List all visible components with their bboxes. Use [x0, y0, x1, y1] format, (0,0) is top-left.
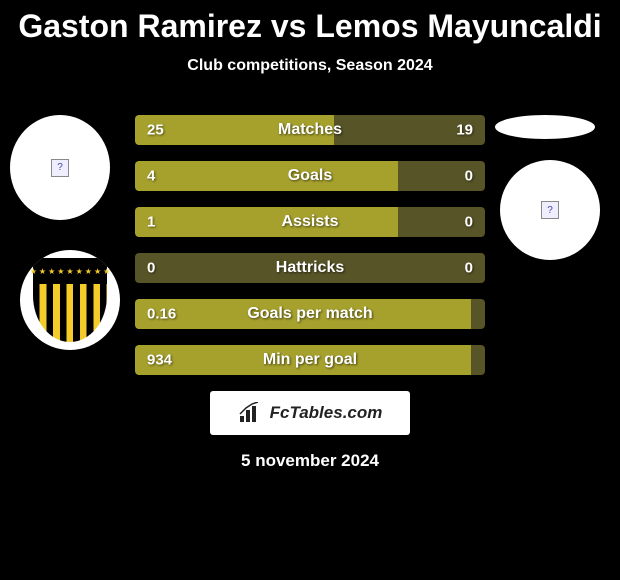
stat-row: 0.16 Goals per match	[135, 299, 485, 329]
date-text: 5 november 2024	[0, 451, 620, 471]
subtitle: Club competitions, Season 2024	[0, 57, 620, 75]
page-title: Gaston Ramirez vs Lemos Mayuncaldi	[0, 0, 620, 45]
stat-label: Goals	[288, 167, 332, 185]
stat-value-right: 19	[456, 122, 473, 139]
stat-value-left: 1	[147, 214, 155, 231]
stat-label: Assists	[282, 213, 339, 231]
stat-label: Hattricks	[276, 259, 344, 277]
club-badge-left: ★★★ ★★★ ★★★	[20, 250, 120, 350]
stat-value-right: 0	[465, 214, 473, 231]
stat-label: Min per goal	[263, 351, 357, 369]
shield-stars: ★★★ ★★★ ★★★	[33, 258, 107, 284]
chart-icon	[238, 402, 264, 424]
stat-value-right: 0	[465, 260, 473, 277]
shield-icon: ★★★ ★★★ ★★★	[33, 258, 107, 342]
stat-row: 934 Min per goal	[135, 345, 485, 375]
stat-label: Goals per match	[247, 305, 372, 323]
broken-image-icon: ?	[541, 201, 559, 219]
stat-value-left: 4	[147, 168, 155, 185]
stat-row: 25 19 Matches	[135, 115, 485, 145]
stat-value-right: 0	[465, 168, 473, 185]
stat-value-left: 0.16	[147, 306, 176, 323]
stat-label: Matches	[278, 121, 342, 139]
bar-right	[471, 345, 485, 375]
stat-row: 0 0 Hattricks	[135, 253, 485, 283]
player-right-photo-oval	[495, 115, 595, 139]
footer-badge: FcTables.com	[210, 391, 410, 435]
footer-site: FcTables.com	[270, 403, 383, 423]
stat-row: 1 0 Assists	[135, 207, 485, 237]
broken-image-icon: ?	[51, 159, 69, 177]
stat-value-left: 934	[147, 352, 172, 369]
stat-row: 4 0 Goals	[135, 161, 485, 191]
player-left-photo: ?	[10, 115, 110, 220]
stat-value-left: 0	[147, 260, 155, 277]
bar-left	[135, 161, 398, 191]
stat-value-left: 25	[147, 122, 164, 139]
comparison-content: ? ? ★★★ ★★★ ★★★ 25 19 Matches 4 0 Goals 1 0 Assi…	[0, 115, 620, 375]
bar-right	[471, 299, 485, 329]
bar-left	[135, 207, 398, 237]
player-right-photo: ?	[500, 160, 600, 260]
stats-bars: 25 19 Matches 4 0 Goals 1 0 Assists 0 0 Hattricks 0.…	[135, 115, 485, 375]
shield-stripes	[33, 284, 107, 342]
